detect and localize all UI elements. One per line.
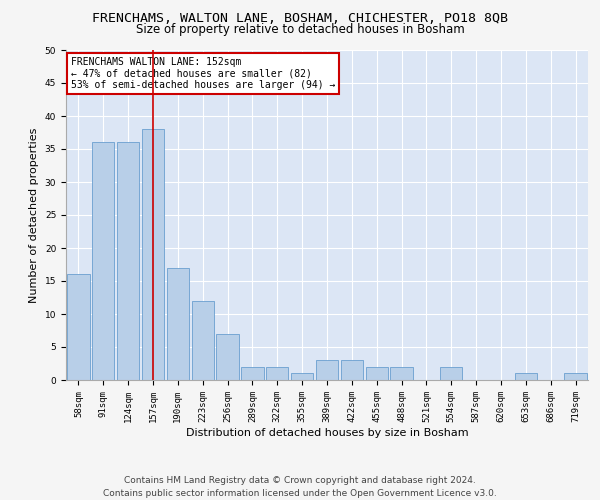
Bar (266, 367, 289, 380)
Bar (241, 367, 263, 380)
Bar (291, 374, 313, 380)
Bar (316, 360, 338, 380)
Bar (142, 129, 164, 380)
Bar (67, 274, 89, 380)
Bar (391, 367, 413, 380)
Bar (217, 334, 239, 380)
Bar (167, 268, 189, 380)
Bar (191, 301, 214, 380)
Text: FRENCHAMS, WALTON LANE, BOSHAM, CHICHESTER, PO18 8QB: FRENCHAMS, WALTON LANE, BOSHAM, CHICHEST… (92, 12, 508, 26)
Y-axis label: Number of detached properties: Number of detached properties (29, 128, 39, 302)
Bar (341, 360, 363, 380)
Text: Contains HM Land Registry data © Crown copyright and database right 2024.
Contai: Contains HM Land Registry data © Crown c… (103, 476, 497, 498)
Bar (365, 367, 388, 380)
Text: Size of property relative to detached houses in Bosham: Size of property relative to detached ho… (136, 22, 464, 36)
Bar (117, 142, 139, 380)
Text: FRENCHAMS WALTON LANE: 152sqm
← 47% of detached houses are smaller (82)
53% of s: FRENCHAMS WALTON LANE: 152sqm ← 47% of d… (71, 56, 335, 90)
Bar (440, 367, 463, 380)
X-axis label: Distribution of detached houses by size in Bosham: Distribution of detached houses by size … (185, 428, 469, 438)
Bar (515, 374, 537, 380)
Bar (92, 142, 115, 380)
Bar (565, 374, 587, 380)
